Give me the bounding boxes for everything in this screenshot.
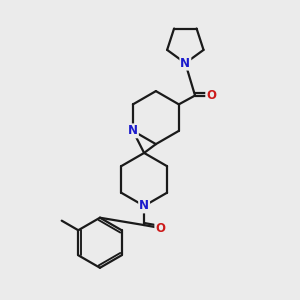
Text: N: N bbox=[180, 57, 190, 70]
Text: N: N bbox=[128, 124, 138, 137]
Text: N: N bbox=[139, 200, 149, 212]
Text: O: O bbox=[206, 89, 216, 102]
Text: O: O bbox=[155, 221, 165, 235]
